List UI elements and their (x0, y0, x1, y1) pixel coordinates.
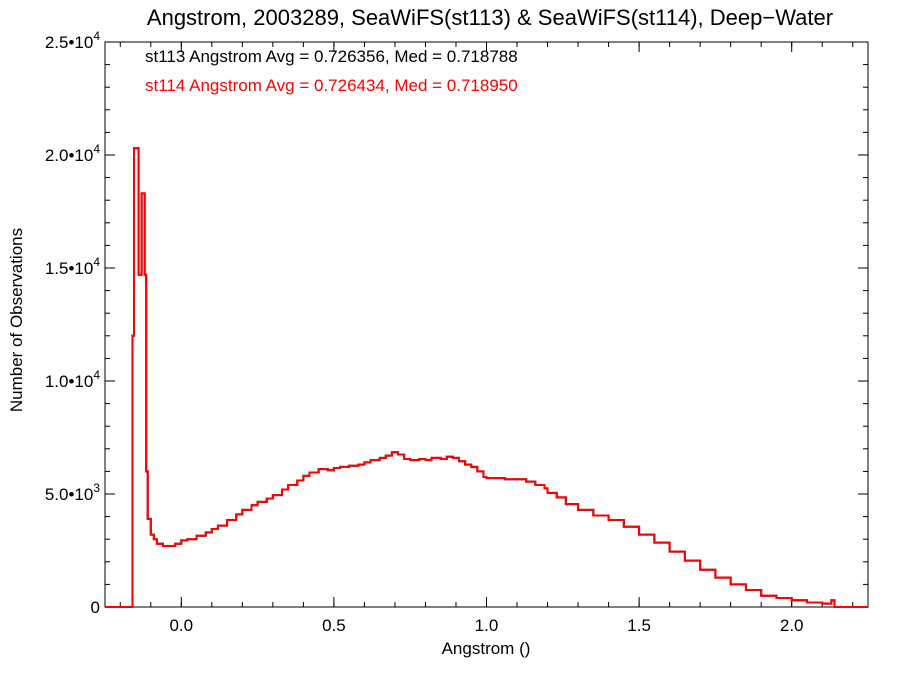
x-tick-label: 0.0 (169, 616, 193, 635)
y-tick-mantissa: 1.0•10 (45, 372, 94, 391)
y-tick-label: 2.5•104 (45, 29, 101, 52)
y-tick-mantissa: 1.5•10 (45, 259, 94, 278)
y-tick-label: 2.0•104 (45, 142, 101, 165)
plot-frame (104, 41, 869, 608)
x-axis-label: Angstrom () (442, 639, 531, 658)
x-tick-label: 2.0 (780, 616, 804, 635)
y-tick-exponent: 4 (93, 255, 100, 269)
x-tick-label: 0.5 (322, 616, 346, 635)
annotation-st114: st114 Angstrom Avg = 0.726434, Med = 0.7… (145, 76, 518, 95)
axis-tick-labels: 0.0 0.5 1.0 1.5 2.005.0•1031.0•1041.5•1042.0… (45, 29, 804, 635)
y-tick-mantissa: 2.0•10 (45, 146, 94, 165)
x-tick-label: 1.0 (475, 616, 499, 635)
axis-ticks (105, 41, 868, 608)
y-tick-mantissa: 5.0•10 (45, 485, 94, 504)
histogram-line-series-0 (105, 147, 868, 608)
y-tick-label: 5.0•103 (45, 481, 101, 504)
annotation-st113: st113 Angstrom Avg = 0.726356, Med = 0.7… (145, 47, 518, 66)
histogram-series (105, 147, 868, 608)
y-tick-exponent: 4 (93, 29, 100, 43)
chart-title: Angstrom, 2003289, SeaWiFS(st113) & SeaW… (147, 5, 833, 30)
y-tick-exponent: 3 (93, 481, 100, 495)
y-axis-label: Number of Observations (7, 228, 26, 412)
y-tick-label: 1.0•104 (45, 368, 101, 391)
y-tick-mantissa: 0 (91, 598, 100, 617)
y-tick-exponent: 4 (93, 142, 100, 156)
y-tick-mantissa: 2.5•10 (45, 33, 94, 52)
y-tick-label: 1.5•104 (45, 255, 101, 278)
y-tick-exponent: 4 (93, 368, 100, 382)
x-tick-label: 1.5 (627, 616, 651, 635)
y-tick-label: 0 (91, 598, 100, 617)
histogram-line-series-1 (105, 147, 868, 608)
